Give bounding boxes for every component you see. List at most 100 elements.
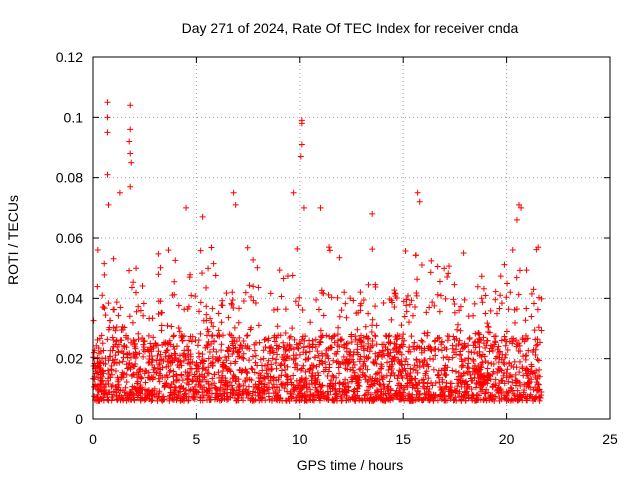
data-point (461, 340, 468, 347)
data-point (187, 271, 194, 278)
data-point (463, 390, 470, 397)
data-point (240, 298, 247, 305)
data-point (302, 392, 309, 399)
data-point (333, 374, 340, 381)
data-point (171, 291, 178, 298)
data-point (394, 335, 401, 342)
data-point (170, 332, 177, 339)
data-point (300, 349, 307, 356)
data-point (346, 349, 353, 356)
data-point (319, 289, 326, 296)
data-point (402, 358, 409, 365)
data-point (179, 337, 186, 344)
data-point (386, 378, 393, 385)
data-point (194, 368, 201, 375)
data-point (472, 397, 479, 404)
data-point (501, 354, 508, 361)
data-point (472, 338, 479, 345)
data-point (343, 314, 350, 321)
data-point (380, 300, 387, 307)
data-point (171, 346, 178, 353)
data-point (362, 323, 369, 330)
data-point (440, 354, 447, 361)
data-point (523, 370, 530, 377)
data-point (288, 379, 295, 386)
data-point (268, 366, 275, 373)
data-point (332, 380, 339, 387)
data-point (469, 369, 476, 376)
data-point (112, 367, 119, 374)
data-point (376, 369, 383, 376)
data-point (479, 299, 486, 306)
data-point (104, 99, 111, 106)
data-point (320, 393, 327, 400)
data-point (477, 366, 484, 373)
data-point (227, 378, 234, 385)
data-point (250, 388, 257, 395)
data-point (314, 348, 321, 355)
data-point (441, 370, 448, 377)
data-point (297, 367, 304, 374)
data-point (381, 352, 388, 359)
data-point (117, 304, 124, 311)
data-point (400, 331, 407, 338)
data-point (384, 346, 391, 353)
data-point (98, 388, 105, 395)
data-point (388, 358, 395, 365)
data-point (516, 201, 523, 208)
data-point (221, 390, 228, 397)
data-point (457, 327, 464, 334)
data-point (209, 305, 216, 312)
data-point (154, 397, 161, 404)
data-point (121, 343, 128, 350)
data-point (251, 341, 258, 348)
data-point (532, 352, 539, 359)
data-point (350, 297, 357, 304)
data-point (127, 183, 134, 190)
data-point (364, 355, 371, 362)
data-point (196, 308, 203, 315)
data-point (474, 283, 481, 290)
data-point (175, 325, 182, 332)
x-axis-label: GPS time / hours (297, 457, 404, 473)
data-point (105, 300, 112, 307)
data-point (269, 355, 276, 362)
data-point (482, 344, 489, 351)
data-point (462, 343, 469, 350)
data-point (511, 358, 518, 365)
data-point (209, 353, 216, 360)
data-point (439, 379, 446, 386)
data-point (167, 367, 174, 374)
data-point (501, 333, 508, 340)
data-point (199, 360, 206, 367)
data-point (338, 307, 345, 314)
data-point (104, 171, 111, 178)
data-point (184, 306, 191, 313)
data-point (249, 353, 256, 360)
data-point (468, 349, 475, 356)
data-point (431, 393, 438, 400)
data-point (411, 339, 418, 346)
data-point (203, 311, 210, 318)
data-point (377, 392, 384, 399)
data-point (424, 329, 431, 336)
data-point (328, 344, 335, 351)
data-point (306, 381, 313, 388)
data-point (324, 388, 331, 395)
data-point (194, 389, 201, 396)
data-point (95, 344, 102, 351)
data-point (187, 353, 194, 360)
data-point (239, 354, 246, 361)
data-point (132, 289, 139, 296)
data-point (334, 331, 341, 338)
data-point (274, 383, 281, 390)
data-point (149, 374, 156, 381)
y-tick-label: 0.04 (56, 290, 83, 306)
data-point (503, 294, 510, 301)
data-point (165, 247, 172, 254)
data-point (168, 323, 175, 330)
data-point (482, 292, 489, 299)
data-point (392, 290, 399, 297)
data-point (90, 349, 97, 356)
data-point (145, 359, 152, 366)
